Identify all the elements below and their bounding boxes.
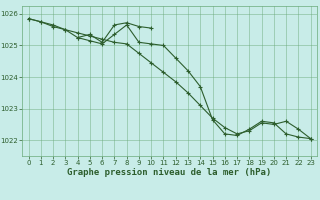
X-axis label: Graphe pression niveau de la mer (hPa): Graphe pression niveau de la mer (hPa) (68, 168, 272, 177)
